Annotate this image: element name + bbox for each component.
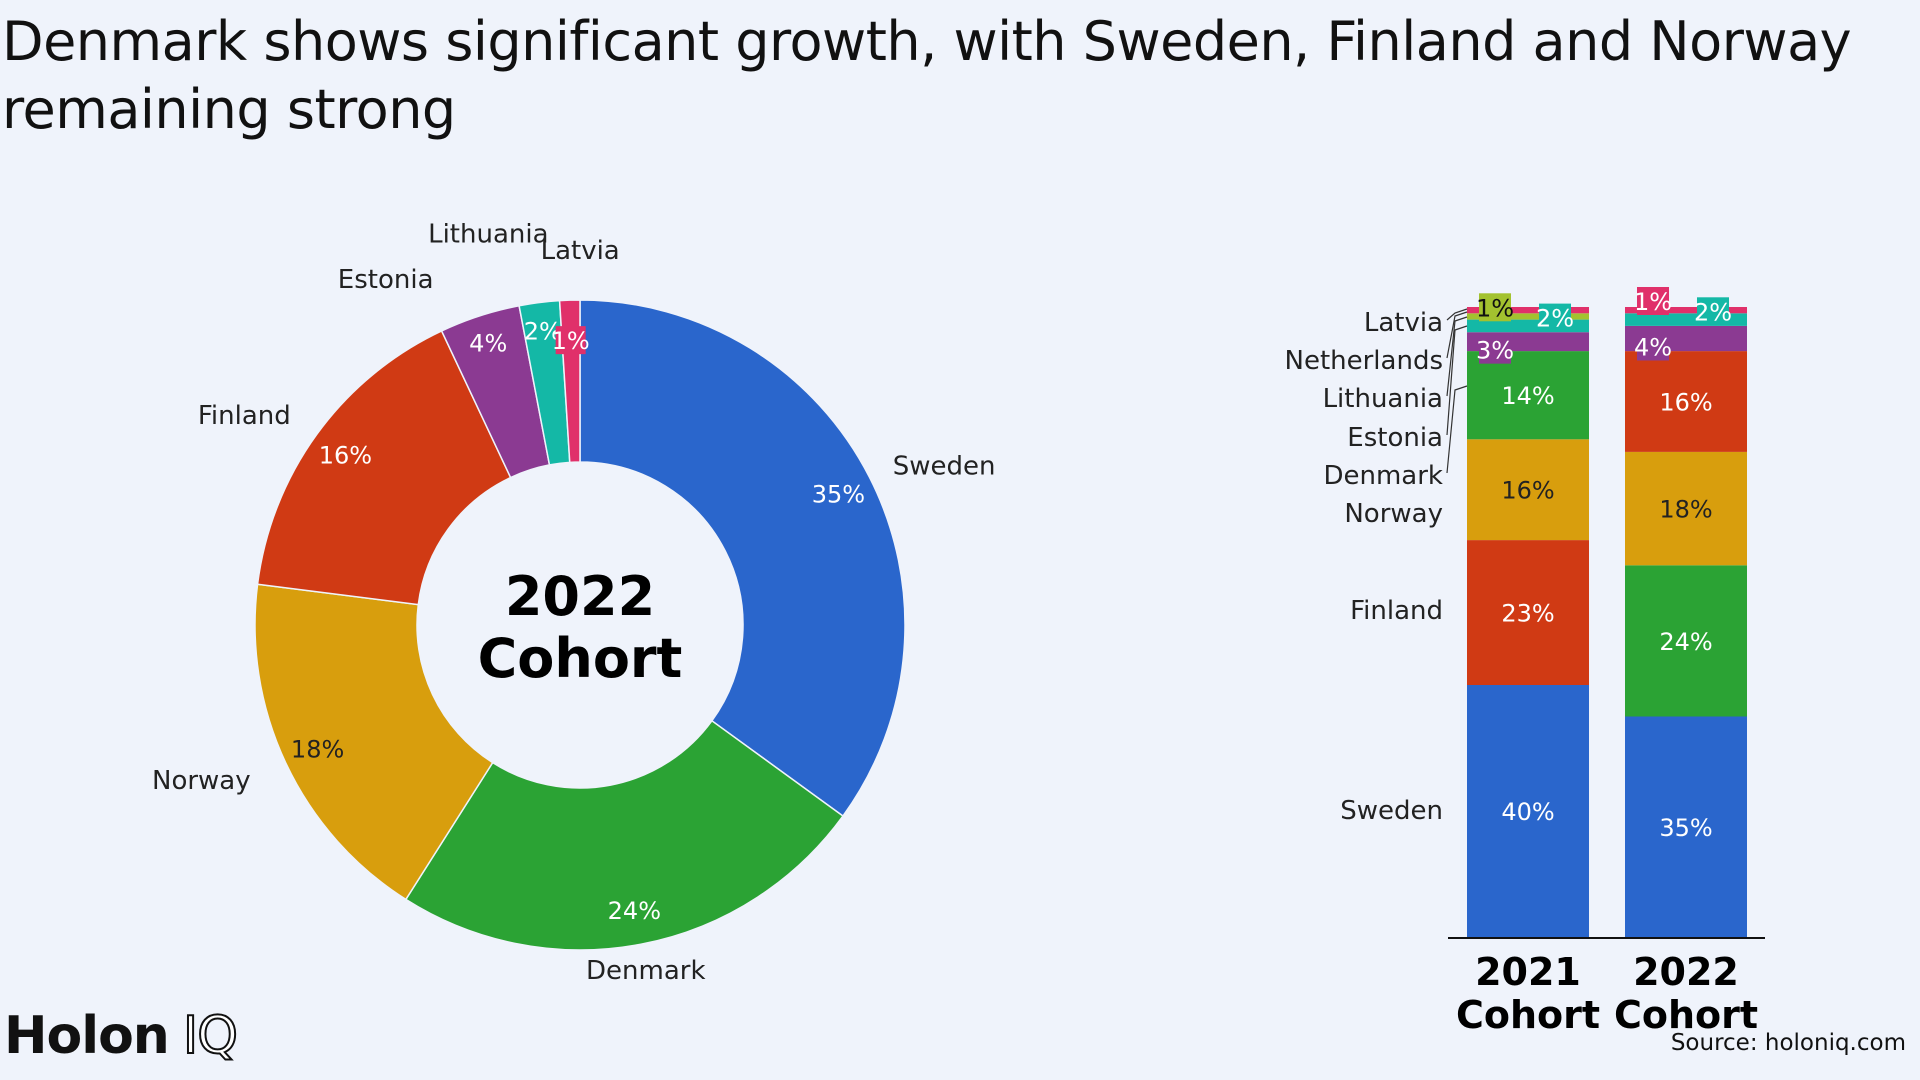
donut-value-label-estonia: 4%: [469, 330, 507, 358]
legend-label-denmark: Denmark: [1323, 461, 1443, 491]
donut-slice-norway: [254, 583, 494, 901]
donut-category-label-sweden: Sweden: [893, 452, 996, 482]
bar-label-bg-2-latvia: [1637, 287, 1669, 315]
bar-segment-2-denmark: [1625, 565, 1747, 717]
bar-value-label-2-norway: 18%: [1659, 496, 1712, 524]
legend-label-finland: Finland: [1350, 596, 1443, 626]
bar-segment-2-latvia: [1625, 307, 1747, 314]
legend-label-sweden: Sweden: [1340, 796, 1443, 826]
donut-center-label-cohort: Cohort: [478, 627, 683, 690]
logo-suffix: IQ: [182, 1005, 239, 1067]
bar-segment-2-norway: [1625, 451, 1747, 566]
bar-segment-2-finland: [1625, 351, 1747, 452]
bar-segment-1-finland: [1467, 540, 1589, 685]
bar-segment-1-denmark: [1467, 351, 1589, 440]
bar-value-label-2-latvia: 1%: [1634, 288, 1672, 316]
bar-label-bg-1-lithuania: [1539, 303, 1571, 332]
donut-category-label-finland: Finland: [198, 401, 291, 431]
bar-label-bg-1-netherlands: [1479, 293, 1511, 322]
bar-label-bg-1-estonia: [1479, 335, 1511, 364]
bar-value-label-1-estonia: 3%: [1476, 337, 1514, 365]
bar-value-label-1-norway: 16%: [1501, 477, 1554, 505]
donut-slice-denmark: [404, 719, 844, 951]
bar-segment-2-sweden: [1625, 716, 1747, 937]
bar-value-label-1-denmark: 14%: [1501, 382, 1554, 410]
bar-value-label-1-sweden: 40%: [1501, 798, 1554, 826]
donut-slice-finland: [256, 329, 512, 606]
bar-label-bg-2-estonia: [1637, 332, 1669, 361]
donut-label-bg-lithuania: [527, 316, 558, 345]
legend-label-netherlands: Netherlands: [1285, 346, 1444, 376]
bar-value-label-1-lithuania: 2%: [1536, 305, 1574, 333]
donut-category-label-estonia: Estonia: [338, 265, 434, 295]
bar-segment-1-latvia: [1467, 307, 1589, 314]
bar-value-label-2-finland: 16%: [1659, 389, 1712, 417]
donut-value-label-lithuania: 2%: [524, 317, 562, 345]
bar-value-label-2-lithuania: 2%: [1694, 298, 1732, 326]
donut-category-label-denmark: Denmark: [586, 956, 706, 986]
bar-value-label-2-denmark: 24%: [1659, 628, 1712, 656]
legend-leader-lithuania: [1446, 316, 1468, 397]
donut-chart: 35% Sweden 24% Denmark 18% Norway 16% Finland 4%…: [152, 220, 995, 986]
bar-segment-1-netherlands: [1467, 313, 1589, 320]
logo-name: Holon: [4, 1006, 170, 1066]
bar-segment-1-norway: [1467, 439, 1589, 541]
bar-value-label-2-sweden: 35%: [1659, 814, 1712, 842]
donut-category-label-latvia: Latvia: [541, 236, 620, 266]
stacked-bar-chart: 40%23%16%14%3%2%1%2021Cohort35%24%18%16%…: [1285, 287, 1765, 1037]
bar-value-label-1-netherlands: 1%: [1476, 294, 1514, 322]
donut-category-label-norway: Norway: [152, 766, 251, 796]
legend-label-lithuania: Lithuania: [1323, 384, 1443, 414]
x-tick-label-cohort-1: Cohort: [1456, 993, 1600, 1037]
donut-category-label-lithuania: Lithuania: [428, 220, 548, 250]
legend-leader-denmark: [1446, 385, 1468, 474]
donut-label-bg-latvia: [555, 326, 586, 355]
legend-label-latvia: Latvia: [1364, 308, 1443, 338]
legend-leader-latvia: [1446, 308, 1468, 321]
donut-slice-sweden: [579, 299, 906, 818]
x-tick-label-cohort-2: Cohort: [1614, 993, 1758, 1037]
donut-value-label-latvia: 1%: [552, 327, 590, 355]
legend-label-estonia: Estonia: [1347, 423, 1443, 453]
donut-value-label-denmark: 24%: [608, 897, 661, 925]
bar-value-label-1-finland: 23%: [1501, 600, 1554, 628]
donut-center-label-year: 2022: [505, 565, 655, 628]
x-tick-label-year-1: 2021: [1475, 950, 1581, 994]
bar-value-label-2-estonia: 4%: [1634, 334, 1672, 362]
donut-value-label-norway: 18%: [291, 735, 344, 763]
legend-leader-estonia: [1446, 325, 1468, 436]
x-tick-label-year-2: 2022: [1633, 950, 1739, 994]
legend-leader-netherlands: [1446, 311, 1468, 359]
legend-label-norway: Norway: [1344, 499, 1443, 529]
donut-value-label-sweden: 35%: [812, 480, 865, 508]
bar-segment-1-sweden: [1467, 685, 1589, 937]
holoniq-logo: Holon IQ: [4, 1005, 239, 1067]
donut-value-label-finland: 16%: [319, 442, 372, 470]
bar-label-bg-2-lithuania: [1697, 297, 1729, 326]
source-note: Source: holoniq.com: [1670, 1030, 1906, 1056]
chart-title: Denmark shows significant growth, with S…: [2, 10, 1852, 141]
